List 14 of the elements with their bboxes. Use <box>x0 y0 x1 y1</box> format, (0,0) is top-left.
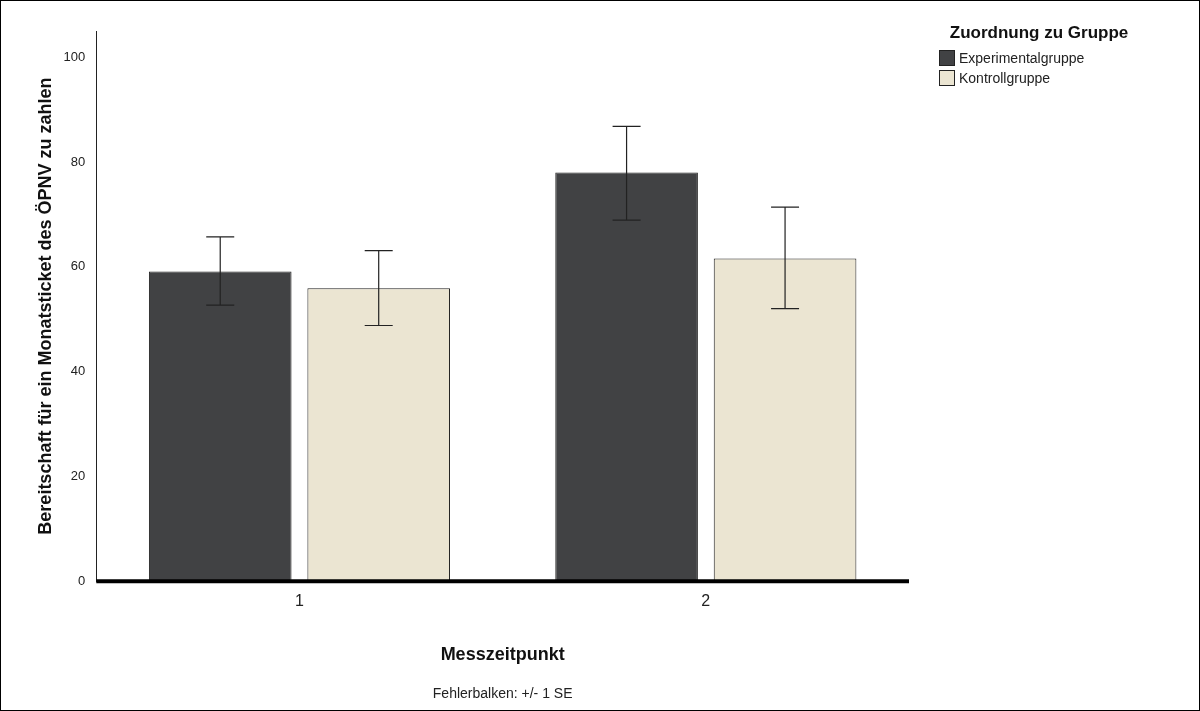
legend-label: Experimentalgruppe <box>959 50 1085 66</box>
legend-title: Zuordnung zu Gruppe <box>948 23 1130 42</box>
x-axis-title: Messzeitpunkt <box>440 644 565 665</box>
text: Fehlerbalken: +/- 1 SE <box>432 685 573 701</box>
y-tick-label: 40 <box>70 363 86 379</box>
x-tick-label: 2 <box>701 592 711 610</box>
y-tick-label: 0 <box>78 572 86 588</box>
x-tick-label: 1 <box>295 592 305 610</box>
legend-label: Kontrollgruppe <box>959 70 1051 86</box>
y-axis-title: Bereitschaft für ein Monatsticket des ÖPNV zu zahlen <box>34 77 55 535</box>
y-tick-label: 100 <box>63 48 86 64</box>
y-tick-label: 80 <box>70 153 86 169</box>
y-tick-label: 20 <box>70 467 86 483</box>
y-tick-label: 60 <box>70 258 86 274</box>
